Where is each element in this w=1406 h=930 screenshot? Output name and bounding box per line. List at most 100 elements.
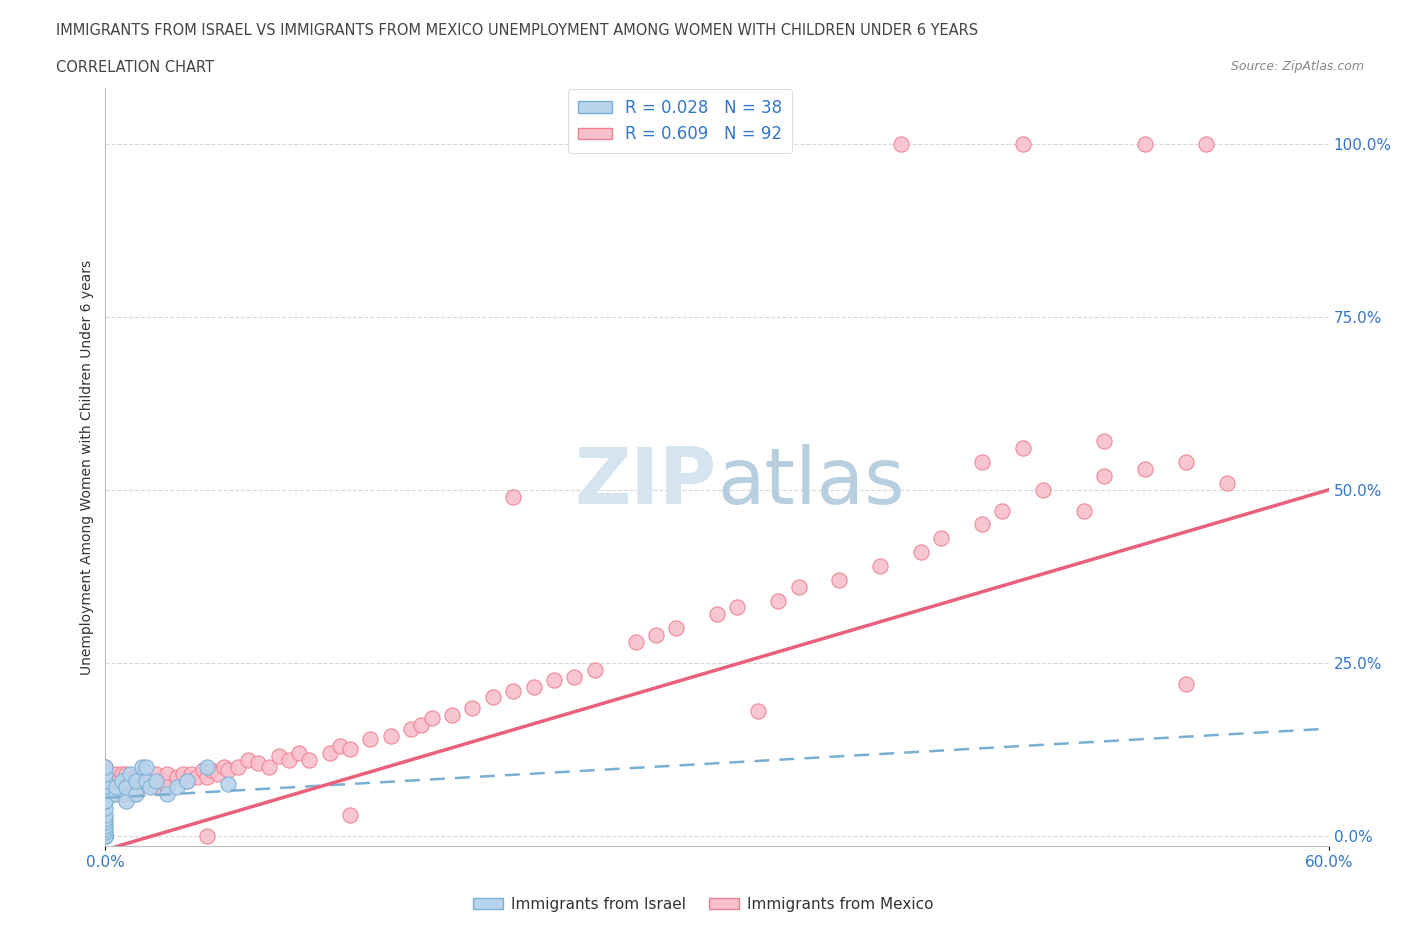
Point [828, 572, 851, 587]
Point [380, 728, 402, 743]
Point [94, 773, 117, 788]
Point [991, 503, 1014, 518]
Text: IMMIGRANTS FROM ISRAEL VS IMMIGRANTS FROM MEXICO UNEMPLOYMENT AMONG WOMEN WITH C: IMMIGRANTS FROM ISRAEL VS IMMIGRANTS FRO… [56, 23, 979, 38]
Point [111, 787, 134, 802]
Point [644, 628, 668, 643]
Point [298, 752, 321, 767]
Point [121, 780, 143, 795]
Point [104, 766, 127, 781]
Point [155, 787, 177, 802]
Point [94, 780, 117, 795]
Point [145, 766, 167, 781]
Point [583, 662, 606, 677]
Legend: Immigrants from Israel, Immigrants from Mexico: Immigrants from Israel, Immigrants from … [467, 891, 939, 918]
Point [118, 773, 141, 788]
Point [869, 559, 891, 574]
Point [104, 780, 127, 795]
Point [98, 787, 121, 802]
Point [186, 770, 208, 785]
Point [94, 829, 117, 844]
Point [135, 777, 157, 791]
Point [502, 684, 524, 698]
Point [1175, 676, 1198, 691]
Point [94, 825, 117, 840]
Point [145, 780, 167, 795]
Point [267, 749, 290, 764]
Text: ZIP: ZIP [575, 445, 717, 521]
Point [212, 759, 235, 774]
Point [1133, 137, 1156, 152]
Point [1175, 455, 1198, 470]
Point [1012, 441, 1035, 456]
Point [117, 780, 139, 795]
Point [360, 732, 382, 747]
Point [543, 672, 565, 687]
Point [195, 770, 219, 785]
Point [94, 829, 117, 844]
Point [104, 787, 127, 802]
Point [200, 763, 222, 777]
Point [125, 777, 148, 791]
Point [931, 531, 953, 546]
Point [195, 759, 219, 774]
Point [104, 780, 127, 795]
Point [247, 756, 270, 771]
Y-axis label: Unemployment Among Women with Children Under 6 years: Unemployment Among Women with Children U… [80, 259, 94, 675]
Point [1092, 469, 1115, 484]
Point [94, 808, 117, 823]
Point [217, 763, 239, 777]
Point [329, 738, 352, 753]
Point [318, 746, 342, 761]
Point [236, 752, 259, 767]
Point [118, 766, 141, 781]
Point [176, 773, 198, 788]
Point [481, 690, 503, 705]
Point [176, 773, 198, 788]
Point [111, 773, 134, 788]
Point [502, 489, 524, 504]
Point [125, 787, 148, 802]
Point [100, 773, 122, 788]
Point [94, 794, 117, 809]
Point [890, 137, 912, 152]
Point [111, 766, 134, 781]
Point [727, 600, 749, 615]
Point [787, 579, 810, 594]
Point [115, 766, 138, 781]
Point [217, 777, 239, 791]
Point [665, 621, 688, 636]
Point [624, 634, 647, 649]
Legend: R = 0.028   N = 38, R = 0.609   N = 92: R = 0.028 N = 38, R = 0.609 N = 92 [568, 89, 792, 153]
Point [108, 780, 131, 795]
Point [257, 759, 280, 774]
Point [115, 780, 138, 795]
Point [94, 794, 117, 809]
Point [152, 773, 174, 788]
Point [94, 829, 117, 844]
Point [94, 794, 117, 809]
Point [1092, 434, 1115, 449]
Point [107, 773, 129, 788]
Point [94, 773, 117, 788]
Point [103, 787, 125, 802]
Point [122, 787, 145, 802]
Point [139, 773, 162, 788]
Point [910, 545, 932, 560]
Point [399, 721, 422, 736]
Point [523, 680, 546, 695]
Point [166, 780, 188, 795]
Point [155, 766, 177, 781]
Point [1195, 137, 1218, 152]
Point [339, 742, 361, 757]
Point [145, 773, 167, 788]
Point [94, 759, 117, 774]
Point [94, 829, 117, 844]
Point [706, 607, 728, 622]
Point [207, 766, 229, 781]
Point [195, 829, 219, 844]
Point [155, 780, 177, 795]
Point [441, 708, 464, 723]
Point [94, 821, 117, 836]
Point [1133, 461, 1156, 476]
Point [94, 759, 117, 774]
